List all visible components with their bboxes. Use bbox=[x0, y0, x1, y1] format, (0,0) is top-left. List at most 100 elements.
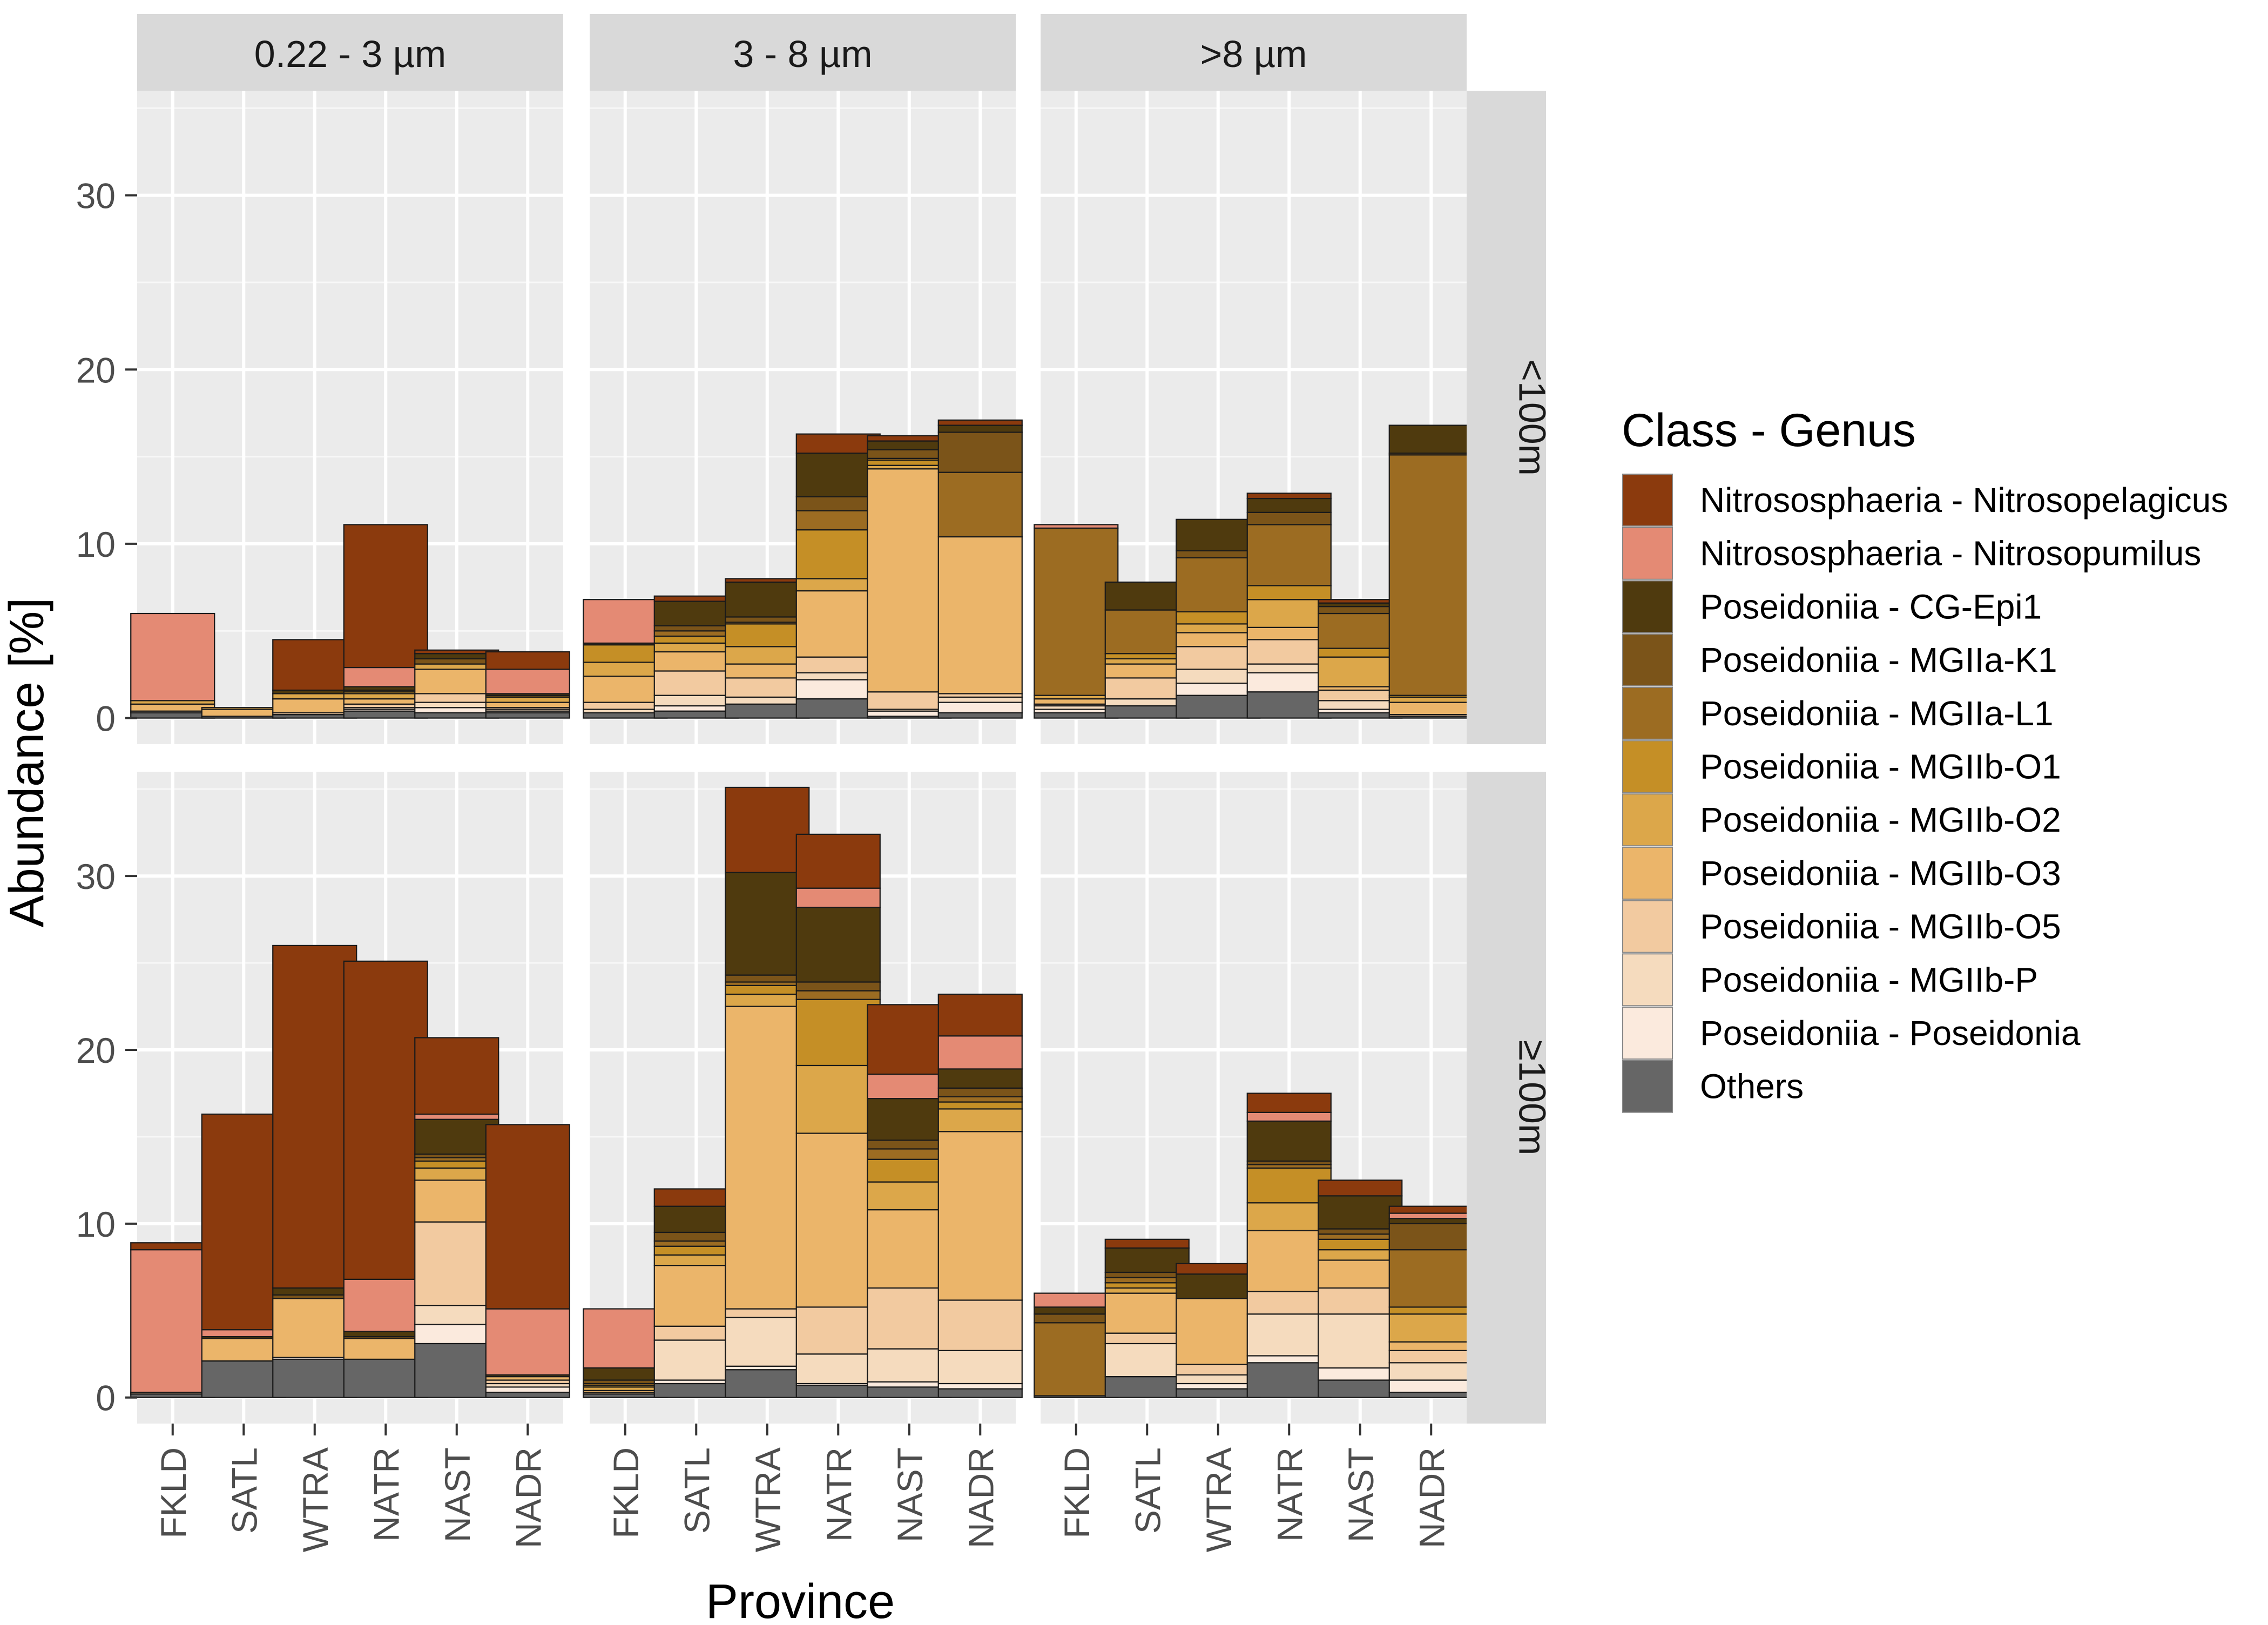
bar-segment-nadr-2 bbox=[1388, 424, 1474, 454]
legend-item: Nitrososphaeria - Nitrosopumilus bbox=[1622, 527, 2201, 580]
bar-segment-natr-10 bbox=[795, 679, 881, 700]
bar-segment-fkld-4 bbox=[1034, 1322, 1119, 1397]
bar-segment-nadr-9 bbox=[937, 1350, 1023, 1385]
bar-segment-natr-3 bbox=[795, 496, 881, 511]
bar-segment-nast-9 bbox=[414, 1305, 500, 1325]
legend-label: Poseidoniia - MGIIa-K1 bbox=[1700, 640, 2057, 679]
x-tick-label: NATR bbox=[819, 1447, 859, 1542]
bar-segment-natr-8 bbox=[795, 1306, 881, 1355]
bar-segment-wtra-7 bbox=[272, 1298, 357, 1358]
bar-segment-fkld-4 bbox=[1034, 527, 1119, 696]
legend-label: Others bbox=[1700, 1067, 1804, 1106]
bar-segment-natr-0 bbox=[1246, 493, 1332, 500]
column-strip-label: 3 - 8 µm bbox=[733, 33, 872, 75]
y-tick-label: 10 bbox=[76, 524, 116, 564]
bar-segment-nadr-3 bbox=[937, 1087, 1023, 1097]
bar-segment-satl-0 bbox=[1104, 1238, 1190, 1249]
bar-segment-natr-4 bbox=[795, 990, 881, 1000]
legend-title: Class - Genus bbox=[1622, 404, 1916, 456]
legend-item: Poseidoniia - MGIIa-K1 bbox=[1622, 633, 2057, 687]
bar-segment-nadr-8 bbox=[1388, 1350, 1474, 1364]
bar-segment-natr-7 bbox=[343, 1338, 428, 1360]
bar-segment-nadr-6 bbox=[937, 1108, 1023, 1132]
bar-segment-natr-2 bbox=[1246, 1120, 1332, 1162]
legend-swatch bbox=[1622, 580, 1673, 633]
bar-segment-nadr-7 bbox=[485, 702, 570, 709]
legend-swatch bbox=[1622, 846, 1673, 900]
legend-item: Poseidoniia - MGIIb-P bbox=[1622, 953, 2038, 1007]
bar-segment-natr-1 bbox=[1246, 1111, 1332, 1122]
bar-segment-wtra-5 bbox=[725, 623, 810, 648]
legend-label: Nitrososphaeria - Nitrosopelagicus bbox=[1700, 481, 2228, 520]
bar-segment-natr-2 bbox=[795, 453, 881, 497]
bar-segment-nadr-10 bbox=[1388, 1379, 1474, 1393]
bar-segment-satl-8 bbox=[1104, 677, 1190, 700]
y-tick-label: 0 bbox=[96, 1378, 116, 1418]
bar-segment-natr-6 bbox=[795, 1064, 881, 1134]
bar-segment-nadr-1 bbox=[1388, 1212, 1474, 1219]
x-tick-label: FKLD bbox=[606, 1447, 646, 1539]
legend-item: Poseidoniia - Poseidonia bbox=[1622, 1007, 2081, 1060]
legend-label: Poseidoniia - MGIIa-L1 bbox=[1700, 694, 2054, 733]
bar-segment-wtra-8 bbox=[1176, 646, 1261, 670]
bar-segment-nadr-11 bbox=[1388, 1391, 1474, 1398]
bar-segment-nast-5 bbox=[867, 1158, 952, 1183]
bar-segment-natr-5 bbox=[795, 999, 881, 1067]
row-strip-0: <100m bbox=[1467, 91, 1554, 744]
y-tick-label: 20 bbox=[76, 350, 116, 390]
x-tick-label: NAST bbox=[1341, 1447, 1381, 1542]
bar-segment-natr-5 bbox=[1246, 1167, 1332, 1204]
bar-segment-natr-7 bbox=[795, 590, 881, 658]
legend-label: Poseidoniia - CG-Epi1 bbox=[1700, 587, 2042, 626]
panel-r0-c0 bbox=[130, 91, 570, 744]
strip-background bbox=[1467, 772, 1546, 1424]
legend-swatch bbox=[1622, 953, 1673, 1007]
bar-segment-wtra-7 bbox=[272, 698, 357, 714]
bar-segment-nadr-7 bbox=[1388, 702, 1474, 716]
bar-segment-nadr-6 bbox=[1388, 696, 1474, 703]
row-strip-1: ≥100m bbox=[1467, 772, 1554, 1424]
bar-segment-wtra-0 bbox=[272, 945, 357, 1289]
bar-segment-satl-7 bbox=[1104, 1292, 1190, 1334]
strip-background bbox=[1467, 91, 1546, 744]
bar-segment-fkld-1 bbox=[583, 1308, 668, 1369]
bar-segment-nadr-5 bbox=[937, 1101, 1023, 1110]
y-tick-label: 20 bbox=[76, 1030, 116, 1070]
bar-segment-nadr-7 bbox=[937, 1131, 1023, 1301]
y-axis-title: Abundance [%] bbox=[0, 598, 54, 927]
panel-r1-c1 bbox=[583, 772, 1023, 1424]
bar-segment-natr-11 bbox=[1246, 691, 1332, 719]
bar-segment-nast-0 bbox=[414, 1037, 500, 1115]
bar-segment-natr-6 bbox=[1246, 1202, 1332, 1231]
bar-segment-natr-2 bbox=[1246, 497, 1332, 513]
bar-segment-nadr-11 bbox=[485, 1391, 570, 1398]
legend: Class - Genus Nitrososphaeria - Nitrosop… bbox=[1622, 404, 2228, 1113]
bar-segment-natr-3 bbox=[795, 981, 881, 992]
bar-segment-natr-1 bbox=[795, 887, 881, 908]
x-tick-label: FKLD bbox=[1057, 1447, 1097, 1539]
bar-segment-nadr-11 bbox=[485, 712, 570, 719]
x-tick-label: NADR bbox=[508, 1447, 548, 1548]
bar-segment-wtra-4 bbox=[1176, 557, 1261, 612]
bar-segment-nast-11 bbox=[1318, 1379, 1403, 1398]
legend-swatch bbox=[1622, 474, 1673, 527]
bar-segment-nadr-2 bbox=[1388, 1218, 1474, 1224]
bar-segment-natr-4 bbox=[1246, 524, 1332, 586]
bar-segment-natr-1 bbox=[343, 666, 428, 687]
bar-segment-nast-2 bbox=[414, 1118, 500, 1155]
bar-segment-nadr-1 bbox=[485, 1308, 570, 1375]
legend-label: Poseidoniia - MGIIb-O5 bbox=[1700, 907, 2061, 946]
bar-segment-nadr-9 bbox=[1388, 1362, 1474, 1381]
legend-item: Nitrososphaeria - Nitrosopelagicus bbox=[1622, 474, 2228, 527]
bar-segment-satl-7 bbox=[653, 1265, 739, 1327]
bar-segment-nadr-2 bbox=[937, 424, 1023, 433]
legend-label: Nitrososphaeria - Nitrosopumilus bbox=[1700, 534, 2201, 573]
legend-item: Poseidoniia - MGIIb-O3 bbox=[1622, 846, 2061, 900]
bar-segment-nast-7 bbox=[867, 468, 952, 693]
bar-segment-fkld-1 bbox=[1034, 524, 1119, 529]
x-axis-title: Province bbox=[706, 1575, 895, 1625]
bar-segment-fkld-5 bbox=[583, 644, 668, 663]
bar-segment-natr-1 bbox=[343, 1278, 428, 1332]
row-strip-label: ≥100m bbox=[1511, 1040, 1554, 1156]
bar-segment-fkld-7 bbox=[583, 676, 668, 703]
